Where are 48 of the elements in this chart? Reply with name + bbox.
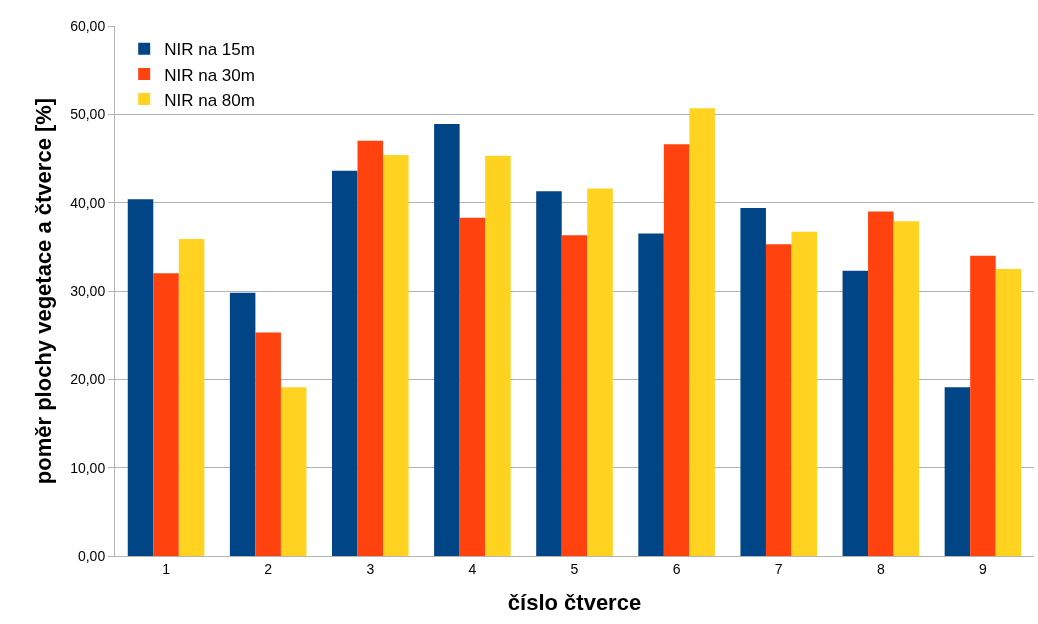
x-axis-title: číslo čtverce <box>507 589 642 615</box>
bar <box>868 211 894 556</box>
x-tick-label: 8 <box>876 560 885 577</box>
bar <box>765 244 792 556</box>
bar <box>536 191 562 556</box>
y-tick-label: 10,00 <box>70 459 106 476</box>
bar <box>127 199 154 556</box>
bar <box>561 235 588 556</box>
y-tick-label: 20,00 <box>70 371 106 388</box>
bar <box>331 170 358 556</box>
bar <box>153 273 179 556</box>
bar <box>459 217 486 556</box>
bar <box>280 387 307 556</box>
x-tick-label: 5 <box>570 560 579 577</box>
y-tick-label: 60,00 <box>70 17 106 34</box>
bar <box>842 270 869 556</box>
x-tick-label: 4 <box>468 560 477 577</box>
y-tick-label: 40,00 <box>70 194 106 211</box>
y-tick-label: 50,00 <box>70 106 106 123</box>
x-tick-label: 7 <box>774 560 783 577</box>
bar <box>485 155 511 556</box>
legend-label: NIR na 15m <box>164 40 255 60</box>
bar <box>178 238 205 556</box>
x-tick-label: 1 <box>162 560 171 577</box>
x-tick-label: 3 <box>366 560 375 577</box>
y-tick-label: 0,00 <box>77 547 106 564</box>
bar <box>970 255 996 556</box>
x-tick-label: 9 <box>979 560 988 577</box>
bar <box>791 231 818 556</box>
bar <box>229 292 256 556</box>
legend-label: NIR na 80m <box>164 90 255 110</box>
legend-label: NIR na 30m <box>164 65 255 85</box>
bar <box>638 233 664 556</box>
bar <box>255 332 281 556</box>
x-tick-label: 6 <box>672 560 681 577</box>
bar <box>740 207 766 556</box>
x-tick-label: 2 <box>264 560 273 577</box>
bar <box>995 268 1022 556</box>
bar <box>587 188 613 556</box>
bar <box>893 221 920 556</box>
bar <box>944 387 971 556</box>
bar <box>357 140 384 556</box>
bar <box>434 124 460 556</box>
bar <box>383 154 409 556</box>
bar <box>689 108 715 556</box>
y-axis-title: poměr plochy vegetace a čtverce [%] <box>30 97 56 485</box>
bar <box>663 144 690 556</box>
y-tick-label: 30,00 <box>70 282 106 299</box>
